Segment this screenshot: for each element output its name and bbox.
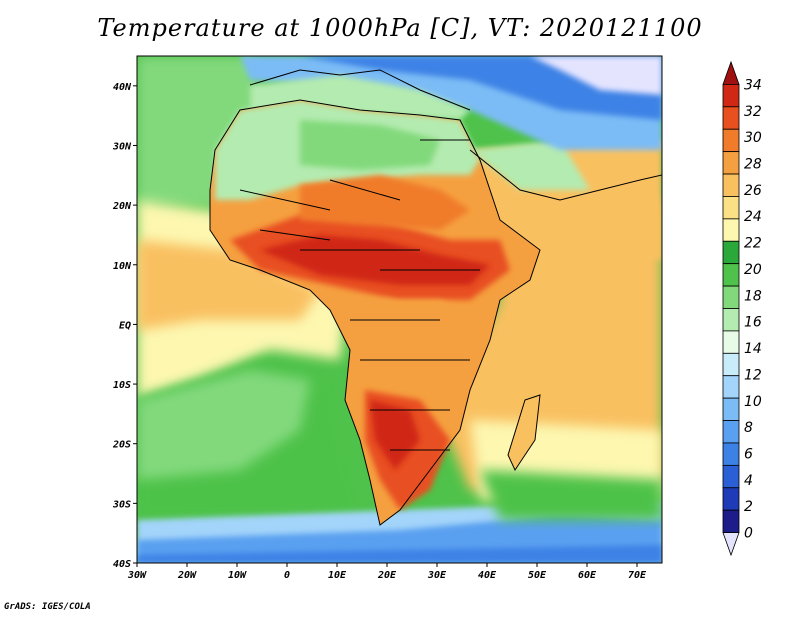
colorbar-segment <box>722 263 740 287</box>
colorbar-segment <box>722 330 740 354</box>
map-title: Temperature at 1000hPa [C], VT: 20201211… <box>97 14 703 42</box>
colorbar-label: 20 <box>744 262 762 278</box>
colorbar-segment <box>722 487 740 511</box>
colorbar-segment <box>722 106 740 130</box>
latitude-axis: 40N 30N 20N 10N EQ 10S 20S 30S 40S <box>112 82 137 570</box>
lat-tick-label: 10N <box>113 261 132 272</box>
colorbar-segment <box>722 375 740 399</box>
lon-tick-label: 0 <box>284 570 290 581</box>
colorbar-segment <box>722 60 740 85</box>
colorbar-segment <box>722 84 740 108</box>
colorbar-segment <box>722 464 740 489</box>
madagascar <box>508 395 540 470</box>
lon-tick-label: 70E <box>628 570 647 581</box>
lon-tick-label: 30W <box>127 570 147 581</box>
lon-tick-label: 20E <box>377 570 397 581</box>
lon-tick-label: 40E <box>478 570 497 581</box>
colorbar-segment <box>722 420 740 444</box>
colorbar-label: 4 <box>744 473 753 489</box>
colorbar-label: 28 <box>744 157 762 173</box>
colorbar-segment <box>722 532 740 557</box>
lon-tick-label: 50E <box>528 570 547 581</box>
lon-tick-label: 30E <box>427 570 447 581</box>
colorbar-label: 8 <box>744 420 753 436</box>
plot-area <box>137 56 662 563</box>
grads-credit: GrADS: IGES/COLA <box>4 602 91 612</box>
colorbar-label: 14 <box>744 341 762 357</box>
lat-tick-label: EQ <box>119 320 131 331</box>
lon-tick-label: 20W <box>177 570 197 581</box>
colorbar-label: 26 <box>744 183 762 199</box>
colorbar-label: 0 <box>744 526 753 542</box>
colorbar-segment <box>722 240 740 265</box>
lat-tick-label: 30N <box>112 141 132 152</box>
colorbar-label: 34 <box>744 77 762 93</box>
lat-tick-label: 40N <box>113 82 132 93</box>
colorbar-label: 2 <box>744 499 753 515</box>
colorbar-segment <box>722 308 740 332</box>
colorbar-segment <box>722 442 740 466</box>
lat-tick-label: 10S <box>113 380 131 391</box>
colorbar-segment <box>722 173 740 197</box>
colorbar-segment <box>722 285 740 309</box>
colorbar-segment <box>722 352 740 377</box>
lon-tick-label: 10W <box>228 570 247 581</box>
colorbar-segment <box>722 397 740 421</box>
colorbar-segment <box>722 196 740 220</box>
colorbar-label: 22 <box>744 236 762 252</box>
colorbar-segment <box>722 151 740 175</box>
lon-tick-label: 10E <box>328 570 347 581</box>
plot-frame <box>136 55 663 564</box>
colorbar-label: 30 <box>744 130 762 146</box>
colorbar-label: 12 <box>744 367 762 383</box>
colorbar-label: 6 <box>744 447 753 463</box>
longitude-axis: 30W 20W 10W 0 10E 20E 30E 40E 50E 60E 70E <box>127 563 647 581</box>
coastlines <box>209 69 662 526</box>
colorbar-segment <box>722 509 740 533</box>
colorbar-label: 10 <box>744 394 762 410</box>
lat-tick-label: 30S <box>112 499 131 510</box>
colorbar-label: 16 <box>744 315 762 331</box>
colorbar-label: 24 <box>744 209 762 225</box>
lat-tick-label: 20S <box>112 440 131 451</box>
colorbar-label: 32 <box>744 104 762 120</box>
lat-tick-label: 20N <box>112 201 132 212</box>
colorbar-segment <box>722 128 740 153</box>
lon-tick-label: 60E <box>578 570 597 581</box>
lat-tick-label: 40S <box>113 559 131 570</box>
colorbar-label: 18 <box>744 288 762 304</box>
colorbar-segment <box>722 218 740 242</box>
